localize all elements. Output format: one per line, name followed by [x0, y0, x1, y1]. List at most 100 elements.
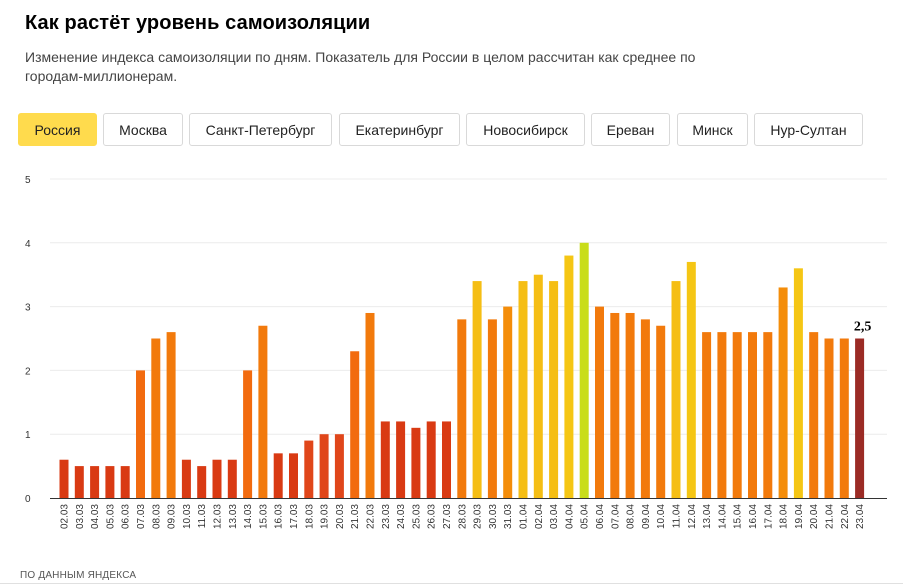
bar [656, 325, 666, 498]
x-tick-label: 14.03 [243, 504, 254, 529]
chart-subtitle: Изменение индекса самоизоляции по дням. … [25, 49, 696, 84]
bar [533, 274, 543, 498]
x-tick-label: 13.04 [702, 504, 713, 529]
self-isolation-bar-chart: 0 1 2 3 4 5 02.03 03.03 04.03 05.03 06.03 07.03 08.0… [25, 175, 887, 529]
x-tick-label: 29.03 [473, 504, 484, 529]
bar [778, 287, 788, 498]
tab-yekaterinburg[interactable]: Екатеринбург [339, 113, 460, 146]
x-tick-label: 21.03 [350, 504, 361, 529]
bar [212, 459, 222, 498]
bar [243, 370, 253, 498]
x-tick-label: 02.04 [534, 504, 545, 529]
x-tick-label: 20.04 [809, 504, 820, 529]
bar [640, 319, 650, 498]
bar [732, 332, 742, 498]
tab-minsk[interactable]: Минск [677, 113, 748, 146]
bar [273, 453, 283, 498]
x-tick-label: 05.04 [580, 504, 591, 529]
bar [166, 332, 176, 498]
x-tick-label: 18.03 [304, 504, 315, 529]
tab-nur-sultan[interactable]: Нур-Султан [754, 113, 863, 146]
x-tick-label: 07.03 [136, 504, 147, 529]
bar [380, 421, 390, 498]
x-tick-label: 10.03 [182, 504, 193, 529]
bar [564, 255, 574, 498]
bar [809, 332, 819, 498]
x-tick-label: 19.03 [320, 504, 331, 529]
bar [227, 459, 237, 498]
bar [197, 466, 207, 498]
x-tick-label: 16.03 [274, 504, 285, 529]
x-tick-label: 26.03 [427, 504, 438, 529]
x-tick-label: 17.03 [289, 504, 300, 529]
x-tick-label: 23.03 [381, 504, 392, 529]
x-tick-label: 11.03 [197, 504, 208, 529]
bar [59, 459, 69, 498]
chart-title: Как растёт уровень самоизоляции [25, 12, 371, 34]
x-tick-label: 09.04 [641, 504, 652, 529]
bar [625, 312, 635, 498]
bar [503, 306, 513, 498]
bar [579, 242, 589, 498]
tab-russia[interactable]: Россия [18, 113, 97, 146]
x-tick-label: 13.03 [228, 504, 239, 529]
x-tick-label: 14.04 [717, 504, 728, 529]
x-tick-label: 08.03 [151, 504, 162, 529]
divider [0, 583, 903, 584]
x-tick-label: 03.03 [75, 504, 86, 529]
bar [365, 312, 375, 498]
x-tick-label: 01.04 [519, 504, 530, 529]
bar [763, 332, 773, 498]
bar [457, 319, 467, 498]
tab-saint-petersburg[interactable]: Санкт-Петербург [189, 113, 332, 146]
bar [855, 338, 865, 498]
x-tick-label: 19.04 [794, 504, 805, 529]
bar [74, 466, 84, 498]
x-tick-label: 12.03 [213, 504, 224, 529]
x-tick-label: 22.03 [366, 504, 377, 529]
x-tick-label: 06.04 [595, 504, 606, 529]
x-tick-label: 30.03 [488, 504, 499, 529]
x-tick-label: 04.03 [90, 504, 101, 529]
bar [702, 332, 712, 498]
bar [793, 268, 803, 498]
bar [549, 281, 559, 498]
bar [151, 338, 161, 498]
x-tick-label: 08.04 [626, 504, 637, 529]
y-tick-label: 5 [25, 175, 31, 186]
x-tick-label: 16.04 [748, 504, 759, 529]
bar [426, 421, 436, 498]
x-tick-label: 24.03 [396, 504, 407, 529]
x-tick-label: 06.03 [121, 504, 132, 529]
bar [487, 319, 497, 498]
bar [839, 338, 849, 498]
x-tick-label: 12.04 [687, 504, 698, 529]
y-tick-label: 2 [25, 366, 31, 377]
bar [319, 434, 329, 498]
x-tick-label: 28.03 [457, 504, 468, 529]
tab-novosibirsk[interactable]: Новосибирск [466, 113, 585, 146]
x-tick-label: 18.04 [779, 504, 790, 529]
x-tick-label: 22.04 [840, 504, 851, 529]
x-tick-label: 15.04 [733, 504, 744, 529]
x-tick-label: 05.03 [105, 504, 116, 529]
bar [472, 281, 482, 498]
bar [396, 421, 406, 498]
y-tick-label: 0 [25, 494, 31, 505]
bar [717, 332, 727, 498]
x-tick-label: 17.04 [763, 504, 774, 529]
x-tick-label: 09.03 [167, 504, 178, 529]
tab-moscow[interactable]: Москва [103, 113, 183, 146]
x-tick-label: 20.03 [335, 504, 346, 529]
bar [595, 306, 604, 498]
bar [442, 421, 451, 498]
x-tick-label: 25.03 [411, 504, 422, 529]
tab-yerevan[interactable]: Ереван [591, 113, 670, 146]
bar [105, 466, 115, 498]
bar [824, 338, 834, 498]
x-tick-label: 10.04 [656, 504, 667, 529]
bar [411, 427, 421, 498]
bar [120, 466, 130, 498]
bar [136, 370, 145, 498]
x-tick-label: 21.04 [825, 504, 836, 529]
